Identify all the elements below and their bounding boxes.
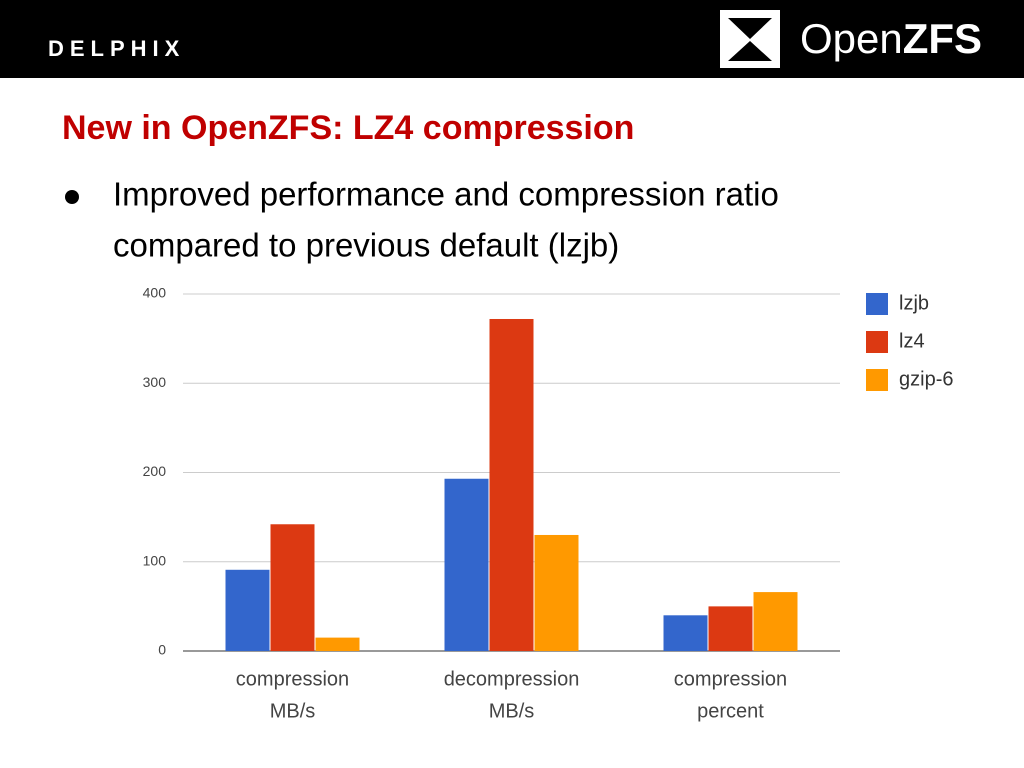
x-tick-label: decompression bbox=[444, 668, 580, 690]
bullet-text: Improved performance and compression rat… bbox=[113, 176, 779, 213]
x-tick-label: compression bbox=[674, 668, 787, 690]
bullet-text: compared to previous default (lzjb) bbox=[113, 227, 619, 264]
y-tick-label: 300 bbox=[143, 374, 167, 390]
legend-swatch bbox=[866, 331, 888, 353]
bar bbox=[753, 592, 798, 651]
x-tick-label: MB/s bbox=[489, 700, 535, 722]
x-tick-label: compression bbox=[236, 668, 349, 690]
bar bbox=[444, 478, 489, 651]
bar bbox=[489, 318, 534, 651]
delphix-logo: DELPHIX bbox=[48, 36, 185, 61]
y-tick-label: 200 bbox=[143, 463, 167, 479]
bar bbox=[225, 569, 270, 651]
legend-swatch bbox=[866, 369, 888, 391]
header-band bbox=[0, 0, 1024, 78]
openzfs-logo: OpenZFS bbox=[800, 15, 982, 62]
bar bbox=[708, 606, 753, 651]
legend-label: gzip-6 bbox=[899, 368, 953, 390]
legend-label: lz4 bbox=[899, 330, 925, 352]
y-tick-label: 400 bbox=[143, 285, 167, 301]
bar bbox=[663, 615, 708, 651]
bullet bbox=[65, 190, 79, 204]
legend-label: lzjb bbox=[899, 292, 929, 314]
bar bbox=[270, 524, 315, 651]
openzfs-icon-shape bbox=[728, 18, 772, 61]
bar bbox=[534, 534, 579, 651]
slide-title: New in OpenZFS: LZ4 compression bbox=[62, 109, 634, 147]
x-tick-label: percent bbox=[697, 700, 764, 722]
y-tick-label: 0 bbox=[158, 642, 166, 658]
legend-swatch bbox=[866, 293, 888, 315]
y-tick-label: 100 bbox=[143, 552, 167, 568]
bar bbox=[315, 637, 360, 651]
logo-open: Open bbox=[800, 15, 903, 62]
x-tick-label: MB/s bbox=[270, 700, 316, 722]
logo-zfs: ZFS bbox=[903, 15, 982, 62]
